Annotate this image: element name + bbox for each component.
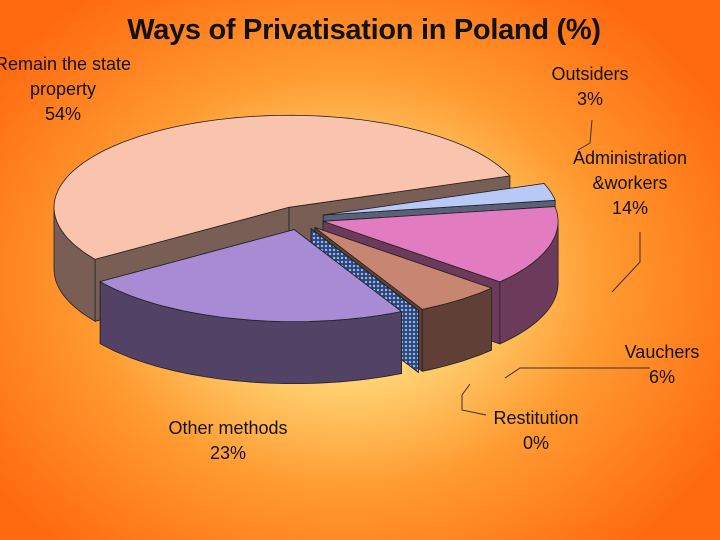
category-label: Administration &workers xyxy=(572,148,688,193)
category-label: Remain the state property xyxy=(0,54,132,99)
value-label: 14% xyxy=(611,198,649,218)
value-label: 23% xyxy=(209,443,247,463)
value-label: 54% xyxy=(44,104,82,124)
slice-top xyxy=(314,227,493,310)
slice-top xyxy=(310,228,419,311)
category-label: Other methods xyxy=(168,418,288,438)
slice-top xyxy=(99,229,403,322)
slice-label: Other methods 23% xyxy=(148,416,308,466)
slice-label: Administration &workers 14% xyxy=(565,146,695,221)
slice-label: Remain the state property 54% xyxy=(0,52,138,127)
leader-line xyxy=(504,367,650,379)
slice xyxy=(99,228,403,384)
category-label: Vauchers xyxy=(624,342,700,362)
leader-line xyxy=(461,383,487,416)
pie xyxy=(53,114,559,384)
value-label: 0% xyxy=(522,433,549,453)
slice-label: Outsiders 3% xyxy=(510,62,670,112)
slice-top xyxy=(323,183,556,216)
slice-label: Restitution 0% xyxy=(456,406,616,456)
value-label: 6% xyxy=(648,367,675,387)
leader-lines xyxy=(461,119,650,416)
value-label: 3% xyxy=(576,89,603,109)
category-label: Outsiders xyxy=(551,64,629,84)
slice-top xyxy=(53,114,511,260)
slice-label: Vauchers 6% xyxy=(582,340,720,390)
leader-line xyxy=(577,119,593,151)
category-label: Restitution xyxy=(493,408,579,428)
leader-line xyxy=(611,232,641,293)
slice-top xyxy=(322,206,559,283)
chart-title: Ways of Privatisation in Poland (%) xyxy=(127,14,601,46)
